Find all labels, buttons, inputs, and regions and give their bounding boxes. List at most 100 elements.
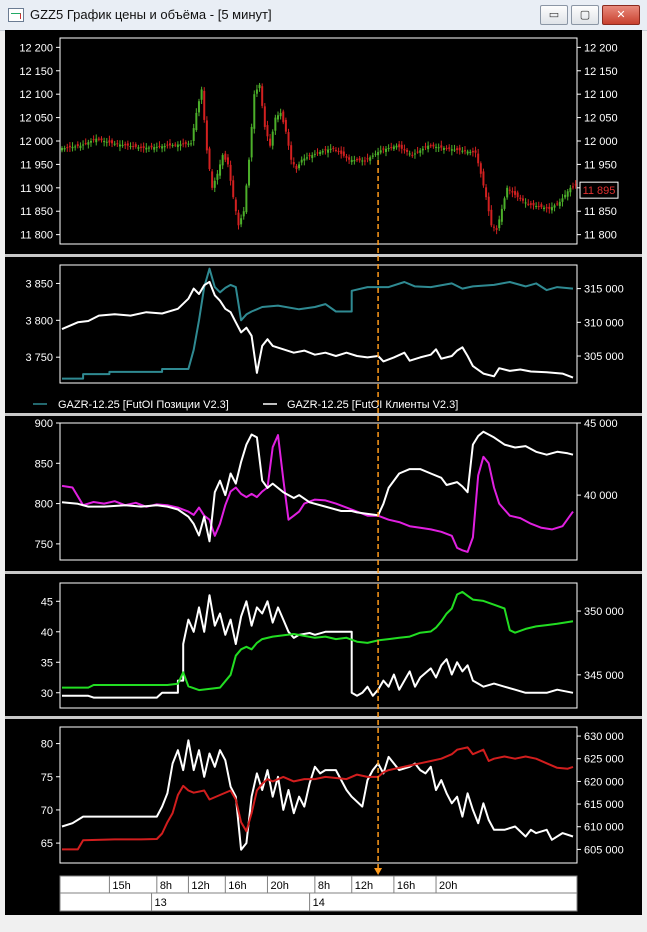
candle-body [142, 146, 145, 149]
candle-body [147, 147, 150, 149]
hour-label: 15h [112, 880, 130, 892]
last-price-box [579, 181, 619, 199]
candle-body [103, 141, 106, 143]
price-axis-left-tick-label: 12 000 [19, 136, 53, 148]
pane2-right-axis-tick-label: 305 000 [584, 351, 624, 363]
pane5-left-axis-tick-label: 80 [41, 739, 53, 751]
price-axis-right-tick-label: 12 100 [584, 89, 618, 101]
candle-body [427, 145, 430, 150]
candle-body [495, 228, 498, 230]
candle-body [558, 201, 561, 206]
candle-body [132, 146, 135, 148]
candle-body [126, 143, 129, 146]
pane2-left-axis-tick-label: 3 850 [25, 278, 53, 290]
price-axis-left-tick-label: 11 950 [20, 159, 53, 171]
candle-body [363, 160, 366, 162]
candle-body [197, 101, 200, 113]
candle-body [377, 152, 380, 156]
candle-body [153, 147, 156, 150]
hour-label: 20h [439, 880, 457, 892]
candle-body [184, 142, 187, 144]
candle-body [327, 149, 330, 153]
pane5-right-axis-tick-label: 605 000 [584, 844, 624, 856]
candle-body [121, 144, 124, 146]
minimize-button[interactable]: ▭ [540, 5, 568, 25]
candle-body [400, 144, 403, 149]
candle-body [556, 203, 559, 205]
candle-body [316, 152, 319, 154]
candle-body [348, 157, 351, 160]
candle-body [432, 144, 435, 147]
candle-body [308, 155, 311, 157]
candle-body [543, 207, 546, 210]
candle-body [282, 111, 285, 123]
candle-body [176, 144, 179, 148]
candle-body [150, 145, 153, 148]
candle-body [118, 144, 121, 147]
candle-body [500, 208, 503, 222]
price-axis-left-tick-label: 11 800 [20, 230, 53, 242]
candle-body [395, 145, 398, 148]
pane3-left-axis-tick-label: 800 [35, 499, 53, 511]
pane5-right-axis-tick-label: 630 000 [584, 731, 624, 743]
candle-body [113, 143, 116, 145]
candle-body [379, 150, 382, 153]
candle-body [508, 189, 511, 191]
legend-label-positions: GAZR-12.25 [FutOI Позиции V2.3] [58, 399, 229, 411]
candle-body [313, 153, 316, 155]
title-bar[interactable]: GZZ5 График цены и объёма - [5 минут] ▭ … [0, 0, 647, 31]
candle-body [255, 89, 258, 94]
chart-area[interactable]: 12 200 12 150 12 100 12 050 12 000 11 950 11 9… [5, 30, 642, 915]
candle-body [535, 205, 538, 207]
chart-app-icon [8, 8, 24, 22]
candle-body [387, 148, 390, 150]
price-axis-left-tick-label: 12 050 [19, 113, 53, 125]
candle-body [300, 159, 303, 163]
candle-body [358, 158, 361, 161]
chart-canvas[interactable]: 12 200 12 150 12 100 12 050 12 000 11 950 11 9… [5, 30, 642, 915]
candle-body [108, 140, 111, 143]
candle-body [250, 126, 253, 158]
price-axis-right-tick-label: 12 150 [584, 66, 618, 78]
series-line-clients [61, 280, 574, 379]
candle-body [190, 143, 193, 145]
pane4-right-axis-tick-label: 350 000 [584, 606, 624, 618]
candle-body [192, 128, 195, 141]
candle-body [537, 205, 540, 207]
candle-body [458, 147, 461, 151]
candle-body [274, 117, 277, 131]
candle-body [492, 226, 495, 228]
hour-label: 16h [228, 880, 246, 892]
close-button[interactable]: ✕ [602, 5, 640, 25]
candle-body [232, 180, 235, 198]
pane-separator [5, 571, 642, 574]
candle-body [290, 145, 293, 160]
pane4-right-axis-tick-label: 345 000 [584, 670, 624, 682]
pane4-left-axis-tick-label: 40 [41, 627, 53, 639]
candle-body [487, 196, 490, 212]
candle-body [514, 191, 517, 195]
candle-body [179, 144, 182, 146]
plot-frame [59, 582, 578, 709]
pane5-right-axis-tick-label: 610 000 [584, 822, 624, 834]
hour-label: 20h [270, 880, 288, 892]
candle-body [195, 112, 198, 130]
candle-body [419, 150, 422, 153]
pane5-right-axis-tick-label: 620 000 [584, 776, 624, 788]
candle-body [163, 145, 166, 148]
candle-body [263, 106, 266, 127]
candle-body [155, 146, 158, 148]
pane-separator [5, 413, 642, 416]
candle-body [503, 198, 506, 209]
maximize-button[interactable]: ▢ [571, 5, 599, 25]
candle-body [166, 144, 169, 146]
candle-body [261, 86, 264, 106]
candle-body [248, 159, 251, 186]
hour-label: 12h [355, 880, 373, 892]
candle-body [511, 191, 514, 193]
candle-body [219, 164, 222, 176]
candle-body [182, 143, 185, 145]
pane3-left-axis-tick-label: 900 [35, 418, 53, 430]
candle-body [566, 191, 569, 197]
candle-body [245, 185, 248, 213]
